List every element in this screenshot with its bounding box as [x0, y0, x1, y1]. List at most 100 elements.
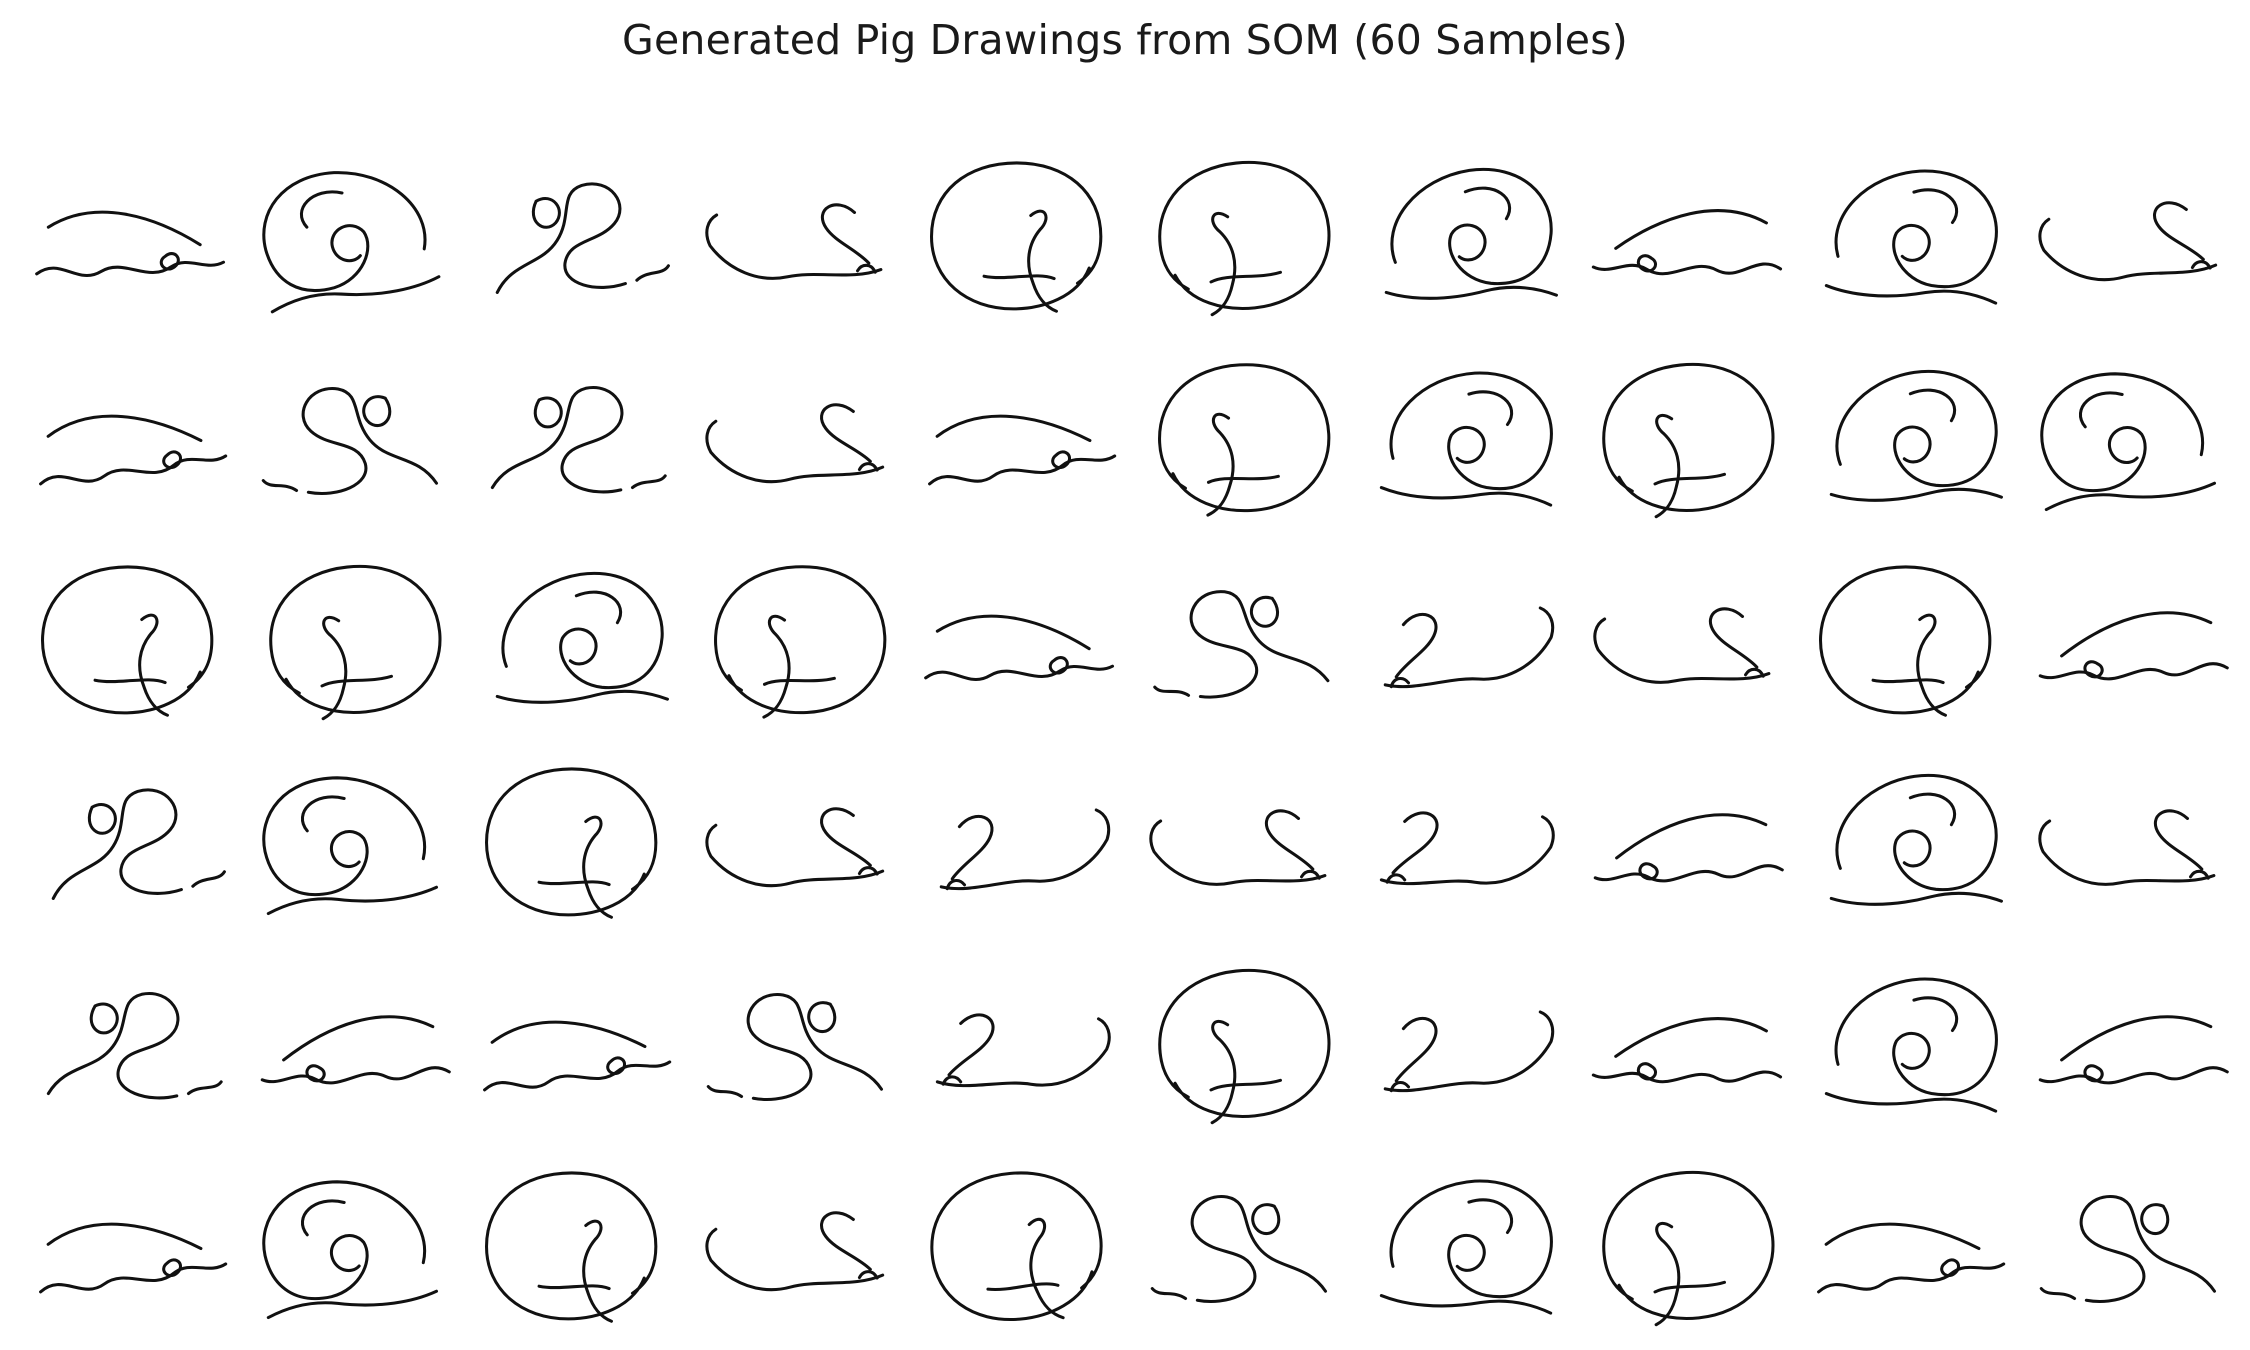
pig-drawing-strokes: [496, 182, 671, 294]
pen-stroke: [929, 161, 1103, 311]
pen-stroke: [1189, 590, 1330, 699]
pen-stroke: [2038, 1066, 2229, 1085]
pen-stroke: [300, 190, 344, 229]
pig-drawing-strokes: [1153, 590, 1330, 699]
pig-drawing-strokes: [713, 565, 886, 719]
pen-stroke: [1653, 1280, 1727, 1294]
pen-stroke: [1829, 487, 2003, 502]
pen-stroke: [2038, 217, 2217, 282]
pig-drawing-strokes: [704, 403, 884, 484]
pig-drawing-sample: [469, 542, 679, 732]
pen-stroke: [1593, 617, 1771, 684]
pig-drawing-sample: [1358, 946, 1568, 1136]
pig-drawing-sample: [692, 542, 902, 732]
pen-stroke: [1394, 613, 1438, 679]
pig-drawing-strokes: [1818, 565, 1991, 717]
pig-drawing-strokes: [262, 776, 439, 916]
pen-stroke: [941, 1075, 963, 1086]
pen-stroke: [1384, 285, 1559, 300]
pen-stroke: [746, 993, 883, 1101]
pen-stroke: [2078, 391, 2124, 429]
pen-stroke: [1816, 1262, 2005, 1294]
pig-drawing-strokes: [2040, 372, 2216, 512]
pig-drawing-strokes: [485, 1171, 658, 1323]
pig-drawing-strokes: [704, 807, 884, 888]
pen-stroke: [582, 1219, 614, 1323]
pen-stroke: [2152, 201, 2205, 261]
pen-stroke: [1027, 1217, 1065, 1320]
pen-stroke: [162, 450, 183, 470]
pig-drawing-strokes: [496, 571, 670, 704]
pig-drawing-strokes: [2038, 611, 2229, 681]
pen-stroke: [982, 274, 1056, 281]
pig-drawing-sample: [1580, 542, 1790, 732]
pig-drawing-sample: [1136, 138, 1346, 328]
pen-stroke: [761, 614, 791, 719]
pen-stroke: [1264, 809, 1315, 871]
pen-stroke: [1939, 1258, 1960, 1278]
pig-drawing-strokes: [35, 210, 226, 277]
pen-stroke: [1210, 211, 1237, 317]
pen-stroke: [262, 1180, 427, 1301]
pig-drawing-sample: [1136, 744, 1346, 934]
pig-drawing-strokes: [1593, 607, 1771, 684]
pig-drawing-strokes: [1380, 811, 1555, 886]
pen-stroke: [2038, 819, 2216, 886]
pen-stroke: [1251, 1203, 1281, 1236]
pen-stroke: [1394, 1017, 1438, 1083]
pen-stroke: [2038, 662, 2229, 681]
pen-stroke: [1048, 656, 1069, 675]
pen-stroke: [1654, 1221, 1681, 1327]
pig-drawing-strokes: [1383, 1010, 1555, 1093]
pen-stroke: [483, 1060, 672, 1092]
pig-drawing-sample: [469, 1148, 679, 1338]
figure-title: Generated Pig Drawings from SOM (60 Samp…: [622, 16, 1628, 64]
pen-stroke: [1300, 869, 1321, 880]
pig-drawing-sample: [1803, 542, 2013, 732]
pig-drawing-sample: [1136, 1148, 1346, 1338]
pig-drawing-sample: [469, 744, 679, 934]
pen-stroke: [39, 454, 228, 486]
pen-stroke: [1602, 1170, 1775, 1320]
pen-stroke: [2039, 1287, 2076, 1301]
pen-stroke: [1149, 819, 1327, 886]
pen-stroke: [532, 197, 562, 229]
pig-drawing-strokes: [1149, 809, 1327, 886]
pig-drawing-sample: [914, 542, 1124, 732]
pen-stroke: [269, 564, 442, 714]
pig-drawing-strokes: [2038, 1015, 2229, 1085]
pig-drawing-strokes: [939, 808, 1110, 891]
pen-stroke: [1912, 996, 1958, 1033]
pen-stroke: [1744, 667, 1766, 678]
pen-stroke: [1908, 388, 1956, 423]
pen-stroke: [35, 260, 226, 277]
pen-stroke: [138, 613, 169, 717]
pig-drawing-sample: [2025, 1148, 2235, 1338]
pig-drawing-strokes: [2039, 1195, 2216, 1303]
pen-stroke: [762, 676, 836, 686]
pen-stroke: [1390, 167, 1553, 286]
pen-stroke: [2083, 1064, 2104, 1083]
pig-drawing-sample: [25, 1148, 235, 1338]
pig-drawing-sample: [1580, 744, 1790, 934]
pig-drawing-sample: [914, 744, 1124, 934]
pen-stroke: [857, 866, 879, 876]
pen-stroke: [1824, 1092, 1997, 1113]
pen-stroke: [575, 590, 623, 625]
pen-stroke: [305, 1064, 326, 1083]
pen-stroke: [2140, 1203, 2170, 1236]
pen-stroke: [1209, 270, 1282, 284]
pen-stroke: [947, 1013, 995, 1077]
pen-stroke: [819, 807, 872, 867]
pig-drawing-sample: [1580, 138, 1790, 328]
pen-stroke: [1389, 677, 1411, 689]
pen-stroke: [46, 992, 180, 1100]
pen-stroke: [857, 1270, 879, 1280]
pen-stroke: [1210, 1019, 1237, 1125]
pen-stroke: [485, 1171, 658, 1321]
pen-stroke: [260, 1066, 451, 1085]
pen-stroke: [935, 614, 1091, 651]
pen-stroke: [282, 1015, 435, 1062]
pen-stroke: [496, 182, 628, 294]
pen-stroke: [162, 1258, 183, 1278]
